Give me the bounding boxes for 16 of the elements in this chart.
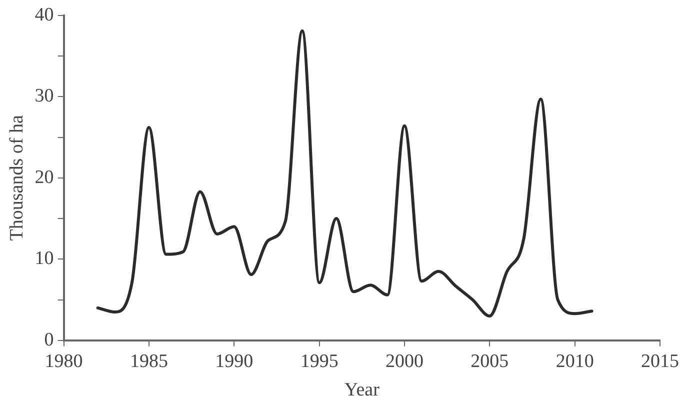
y-tick-label: 0 — [44, 329, 54, 350]
x-tick-label: 1990 — [215, 350, 254, 372]
y-tick-label: 30 — [34, 86, 54, 107]
y-tick-label: 10 — [34, 248, 54, 270]
y-axis-title: Thousands of ha — [6, 114, 28, 241]
x-tick-label: 1980 — [44, 350, 83, 372]
y-tick-label: 40 — [34, 4, 54, 26]
line-series — [96, 29, 594, 318]
x-tick-label: 2000 — [385, 350, 424, 372]
x-tick-label: 2015 — [641, 350, 679, 372]
x-axis-title: Year — [344, 380, 380, 401]
x-tick-label: 1995 — [300, 350, 338, 372]
x-tick-label: 2010 — [556, 350, 594, 372]
x-tick-label: 1985 — [130, 350, 168, 372]
x-tick-label: 2005 — [470, 350, 509, 372]
y-tick-label: 20 — [34, 166, 54, 188]
